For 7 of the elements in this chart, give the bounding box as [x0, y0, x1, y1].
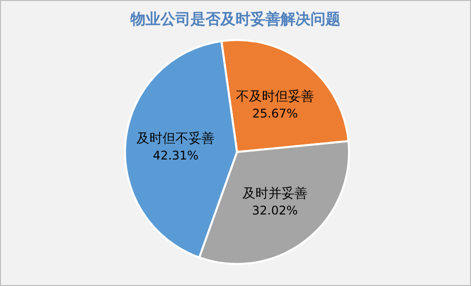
data-label: 25.67% — [252, 106, 298, 121]
slice-label: 及时并妥善 — [242, 186, 308, 202]
slice-label: 及时但不妥善 — [136, 130, 215, 147]
chart-title: 物业公司是否及时妥善解决问题 — [130, 10, 340, 28]
slice-label: 不及时但妥善 — [236, 88, 314, 105]
data-label: 32.02% — [252, 204, 298, 218]
data-label: 42.31% — [152, 148, 199, 163]
